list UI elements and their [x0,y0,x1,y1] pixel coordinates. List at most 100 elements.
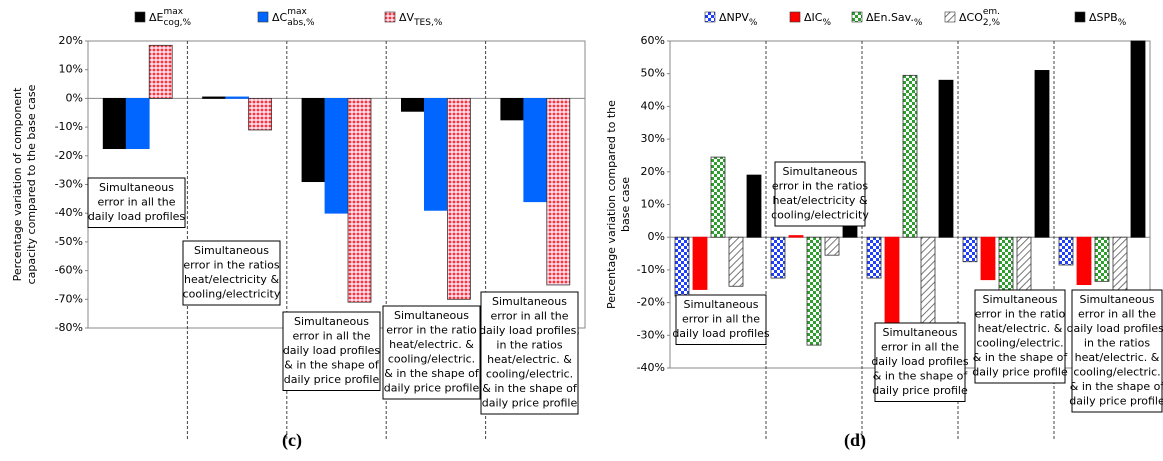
annotation-box [182,240,281,306]
legend-sub: 2,% [983,18,1001,28]
y-axis-label: Percentage variation of component [11,87,24,282]
y-tick-label: 40% [641,99,665,112]
bar [1130,40,1146,238]
annotation-box [87,177,186,228]
category-label: Simultaneous [882,326,957,339]
legend-name: ΔE [149,11,164,24]
bar [1016,236,1032,292]
bar [546,98,571,286]
bar [938,79,954,238]
bar [125,98,150,150]
bar [225,96,250,99]
bar [806,236,822,346]
legend-name: ΔNPV [719,11,749,24]
legend-swatch [384,11,396,23]
y-tick-label: -10% [55,120,83,133]
category-label: daily price profile [384,382,480,395]
legend-sub: TES,% [413,18,443,28]
y-tick-label: 10% [59,63,83,76]
y-tick-label: -30% [55,178,83,191]
legend-name: ΔEn.Sav. [866,11,914,24]
bar [728,236,744,287]
legend-swatch [851,11,863,23]
category-label: daily price profile [972,366,1068,379]
bar [248,98,273,131]
y-tick-label: -50% [55,235,83,248]
bar [980,236,996,281]
category-label: Simultaneous [782,165,857,178]
bar [824,236,840,256]
annotation-box [282,311,381,391]
category-label: daily price profile [1069,395,1163,408]
annotation-box [1071,289,1163,413]
category-label: daily load profiles [672,327,770,340]
legend-swatch [944,11,956,23]
category-label: Simultaneous [99,181,174,194]
y-axis-label: Percentage variation compared to the [605,100,618,309]
bar [301,98,326,183]
annotation-box [874,322,966,402]
y-axis-label: base case [619,177,632,232]
category-label: & in the shape of [873,370,969,383]
bar [710,156,726,238]
legend-name: ΔV [399,11,415,24]
legend-sup: max [163,7,183,17]
y-tick-label: 60% [641,34,665,47]
category-label: error in the ratio [975,308,1066,321]
category-label: heat/electricity & [184,273,279,286]
category-label: error in all the [682,313,760,326]
bar [746,174,762,238]
category-label: cooling/electricity [183,288,281,301]
y-tick-label: -10% [637,263,665,276]
category-label: Simultaneous [982,293,1057,306]
bar [324,98,349,214]
bar [1076,236,1092,286]
legend-label: ΔSPB% [1089,11,1127,28]
bar [674,236,690,297]
category-label: error in the ratios [772,180,869,193]
legend-label: ΔIC% [804,11,831,28]
legend-label: ΔEcog,%max [149,7,192,28]
annotation-box [774,161,866,227]
y-tick-label: 50% [641,67,665,80]
category-label: error in all the [292,330,370,343]
bar [1094,236,1110,282]
bar [770,236,786,279]
category-label: daily price profile [872,384,968,397]
bar [692,236,708,290]
legend-swatch [134,11,146,23]
bar [347,98,372,303]
legend-sup: max [287,7,307,17]
category-label: error in the ratios [183,259,280,272]
y-tick-label: -80% [55,321,83,334]
legend-name: ΔC [272,11,288,24]
category-label: & in the shape of [973,351,1069,364]
category-label: daily load profiles [871,355,969,368]
category-label: in the ratios [1084,337,1150,350]
legend-sub: cog,% [163,18,191,28]
legend-swatch [1074,11,1086,23]
category-label: heat/electric. & [389,338,474,351]
bar [1058,236,1074,266]
bar [1034,70,1050,238]
category-label: heat/electricity & [772,194,867,207]
category-label: error in all the [1078,308,1156,321]
legend-sub: abs,% [287,18,315,28]
category-label: & in the shape of [482,382,578,395]
category-label: cooling/electric. [1073,366,1160,379]
annotation-box [974,289,1066,384]
y-tick-label: -40% [55,206,83,219]
annotation-box [480,291,579,415]
category-label: error in all the [97,196,175,209]
y-tick-label: -70% [55,292,83,305]
category-label: Simultaneous [492,295,567,308]
y-tick-label: -30% [637,328,665,341]
legend-label: ΔVTES,% [399,11,443,28]
legend-name: ΔSPB [1089,11,1118,24]
category-label: cooling/electric. [486,368,573,381]
bar [500,98,525,121]
y-axis-label: capacity compared to the base case [25,84,38,284]
category-label: heat/electric. & [978,322,1063,335]
